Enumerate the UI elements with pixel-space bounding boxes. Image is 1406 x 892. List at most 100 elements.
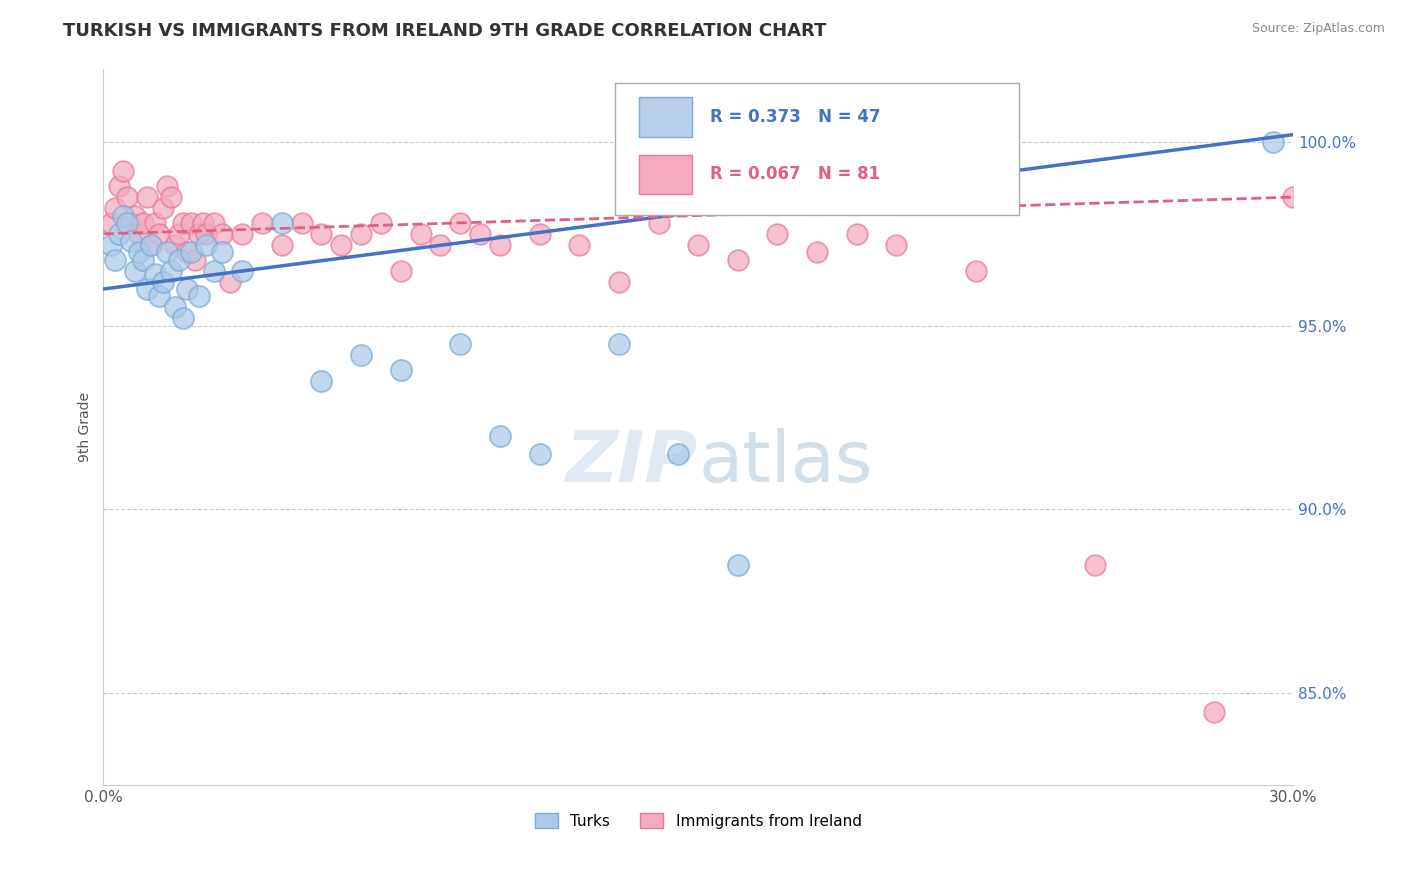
- Text: TURKISH VS IMMIGRANTS FROM IRELAND 9TH GRADE CORRELATION CHART: TURKISH VS IMMIGRANTS FROM IRELAND 9TH G…: [63, 22, 827, 40]
- Point: [330, 238, 353, 252]
- Y-axis label: 9th Grade: 9th Grade: [79, 392, 93, 462]
- Text: R = 0.373   N = 47: R = 0.373 N = 47: [710, 108, 880, 126]
- Point: [1084, 558, 1107, 572]
- Point: [727, 558, 749, 572]
- Point: [389, 263, 412, 277]
- Point: [250, 216, 273, 230]
- Point: [270, 238, 292, 252]
- Point: [152, 201, 174, 215]
- Point: [468, 227, 491, 241]
- Point: [167, 227, 190, 241]
- Point: [647, 216, 669, 230]
- Point: [100, 216, 122, 230]
- Point: [143, 216, 166, 230]
- Point: [389, 363, 412, 377]
- Point: [104, 252, 127, 267]
- Point: [172, 216, 194, 230]
- FancyBboxPatch shape: [638, 97, 692, 136]
- Point: [350, 227, 373, 241]
- Point: [350, 348, 373, 362]
- Point: [124, 209, 146, 223]
- Point: [231, 263, 253, 277]
- Point: [806, 245, 828, 260]
- Point: [156, 245, 179, 260]
- Point: [152, 275, 174, 289]
- Point: [211, 245, 233, 260]
- Point: [148, 227, 170, 241]
- Point: [115, 216, 138, 230]
- Point: [136, 190, 159, 204]
- Point: [727, 252, 749, 267]
- Point: [886, 238, 908, 252]
- Point: [163, 301, 186, 315]
- Point: [845, 227, 868, 241]
- Point: [187, 289, 209, 303]
- Point: [311, 227, 333, 241]
- Point: [148, 289, 170, 303]
- Point: [489, 238, 512, 252]
- Text: atlas: atlas: [699, 428, 873, 497]
- Point: [167, 252, 190, 267]
- Point: [191, 216, 214, 230]
- Point: [176, 282, 198, 296]
- Text: ZIP: ZIP: [567, 428, 699, 497]
- Point: [429, 238, 451, 252]
- Point: [766, 227, 789, 241]
- Point: [120, 216, 142, 230]
- Point: [1202, 705, 1225, 719]
- Point: [202, 263, 225, 277]
- Point: [143, 268, 166, 282]
- Point: [202, 216, 225, 230]
- Point: [370, 216, 392, 230]
- Point: [607, 337, 630, 351]
- Point: [1282, 190, 1305, 204]
- Point: [112, 164, 135, 178]
- Point: [128, 245, 150, 260]
- Point: [449, 337, 471, 351]
- Point: [132, 216, 155, 230]
- Point: [195, 238, 218, 252]
- Point: [156, 179, 179, 194]
- Point: [688, 238, 710, 252]
- Point: [124, 263, 146, 277]
- Point: [409, 227, 432, 241]
- Point: [965, 263, 987, 277]
- FancyBboxPatch shape: [638, 154, 692, 194]
- FancyBboxPatch shape: [614, 83, 1019, 215]
- Point: [666, 447, 689, 461]
- Point: [529, 447, 551, 461]
- Legend: Turks, Immigrants from Ireland: Turks, Immigrants from Ireland: [529, 806, 868, 835]
- Point: [489, 429, 512, 443]
- Point: [219, 275, 242, 289]
- Point: [607, 275, 630, 289]
- Point: [187, 227, 209, 241]
- Point: [195, 227, 218, 241]
- Point: [176, 245, 198, 260]
- Point: [211, 227, 233, 241]
- Point: [311, 374, 333, 388]
- Point: [291, 216, 314, 230]
- Point: [139, 238, 162, 252]
- Point: [529, 227, 551, 241]
- Point: [108, 179, 131, 194]
- Point: [1263, 135, 1285, 149]
- Point: [112, 209, 135, 223]
- Text: R = 0.067   N = 81: R = 0.067 N = 81: [710, 165, 880, 183]
- Point: [104, 201, 127, 215]
- Point: [108, 227, 131, 241]
- Point: [270, 216, 292, 230]
- Point: [128, 227, 150, 241]
- Text: Source: ZipAtlas.com: Source: ZipAtlas.com: [1251, 22, 1385, 36]
- Point: [180, 216, 202, 230]
- Point: [568, 238, 591, 252]
- Point: [139, 238, 162, 252]
- Point: [231, 227, 253, 241]
- Point: [159, 190, 181, 204]
- Point: [163, 238, 186, 252]
- Point: [449, 216, 471, 230]
- Point: [180, 245, 202, 260]
- Point: [132, 252, 155, 267]
- Point: [159, 263, 181, 277]
- Point: [120, 234, 142, 248]
- Point: [172, 311, 194, 326]
